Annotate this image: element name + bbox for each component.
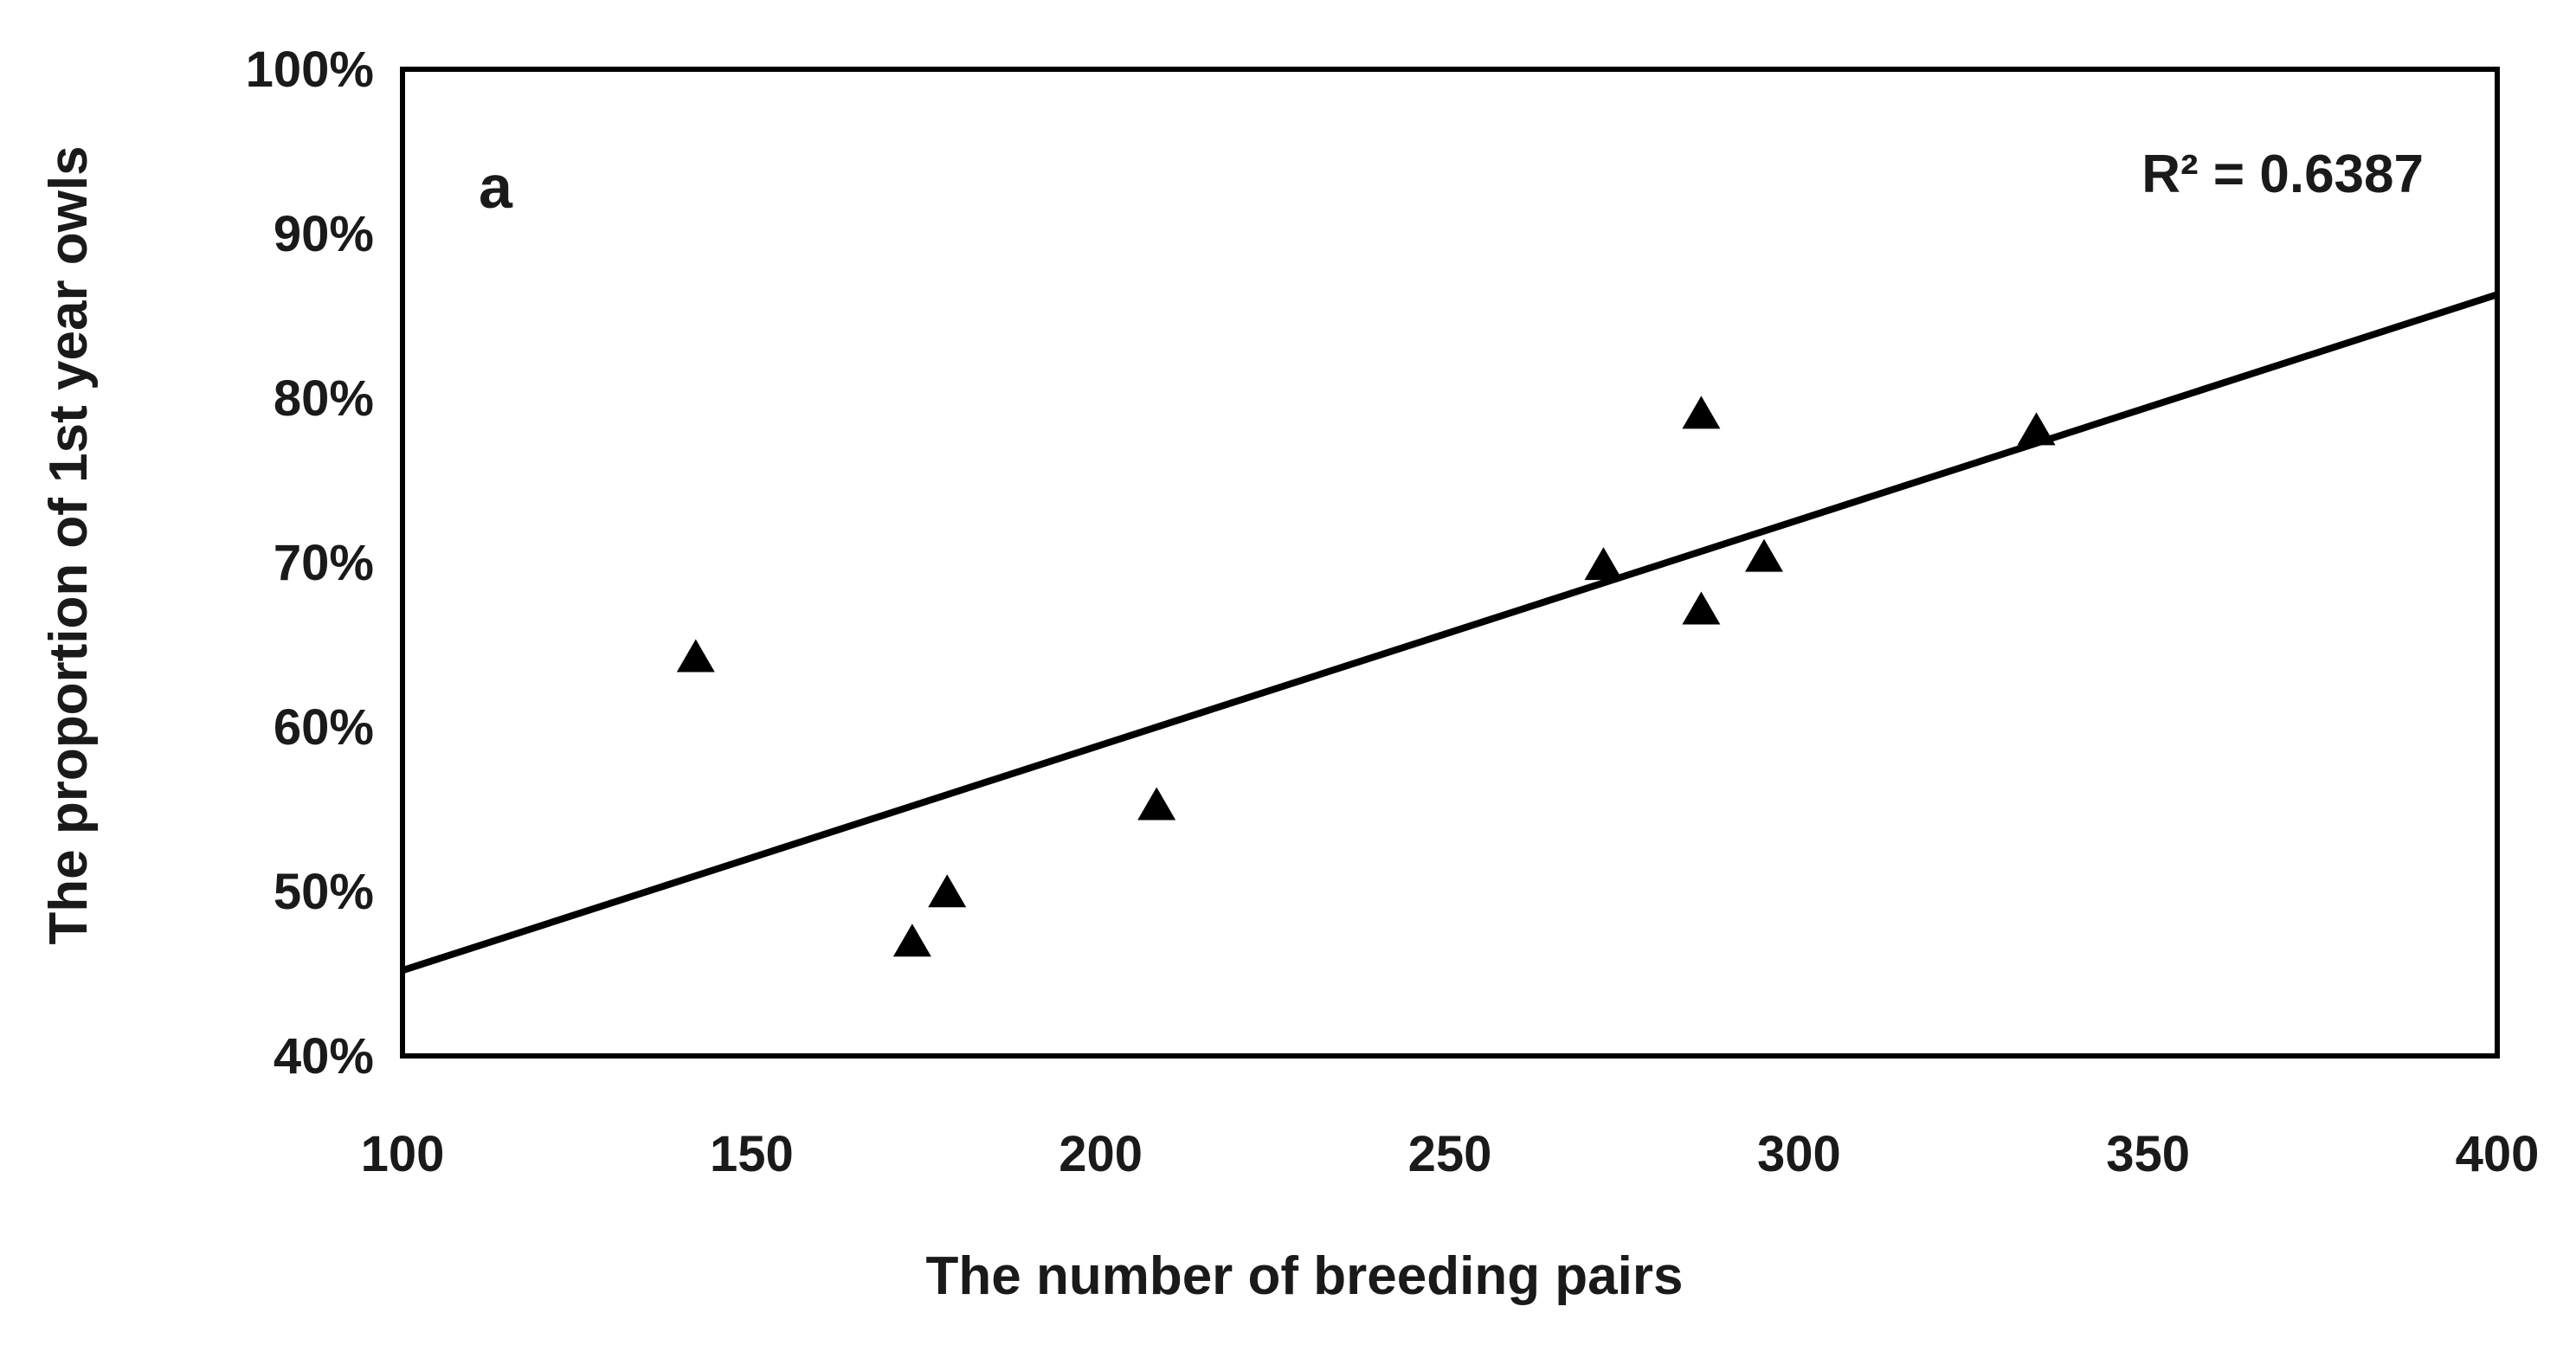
x-tick-label: 400 (2456, 1126, 2540, 1182)
panel-label: a (479, 153, 513, 221)
data-point-triangle (892, 923, 931, 957)
y-tick-label: 40% (274, 1028, 374, 1084)
y-tick-label: 50% (274, 864, 374, 920)
x-tick-label: 250 (1408, 1126, 1492, 1182)
y-axis-ticks: 40% 50% 60% 70% 80% 90% 100% (246, 42, 374, 1084)
x-axis-ticks: 100 150 200 250 300 350 400 (361, 1126, 2540, 1182)
data-point-triangle (1137, 787, 1176, 821)
y-tick-label: 70% (274, 535, 374, 591)
data-point-triangle (676, 639, 715, 672)
data-point-triangle (1682, 591, 1721, 625)
data-point-triangle (2017, 412, 2056, 446)
x-tick-label: 200 (1059, 1126, 1143, 1182)
data-point-triangle (928, 874, 967, 908)
data-point-triangle (1584, 547, 1623, 581)
data-points (676, 396, 2056, 957)
y-axis-title: The proportion of 1st year owls (39, 145, 99, 944)
x-tick-label: 150 (710, 1126, 794, 1182)
x-tick-label: 350 (2106, 1126, 2190, 1182)
y-tick-label: 100% (246, 42, 374, 98)
r-squared-annotation: R² = 0.6387 (2141, 145, 2424, 204)
data-point-triangle (1745, 538, 1783, 572)
plot-area-frame (400, 67, 2500, 1059)
y-tick-label: 90% (274, 206, 374, 262)
x-tick-label: 300 (1757, 1126, 1841, 1182)
x-tick-label: 100 (361, 1126, 445, 1182)
trendline (401, 291, 2499, 975)
x-axis-title: The number of breeding pairs (926, 1246, 1684, 1306)
y-tick-label: 80% (274, 370, 374, 427)
data-point-triangle (1682, 396, 1721, 429)
y-tick-label: 60% (274, 699, 374, 756)
